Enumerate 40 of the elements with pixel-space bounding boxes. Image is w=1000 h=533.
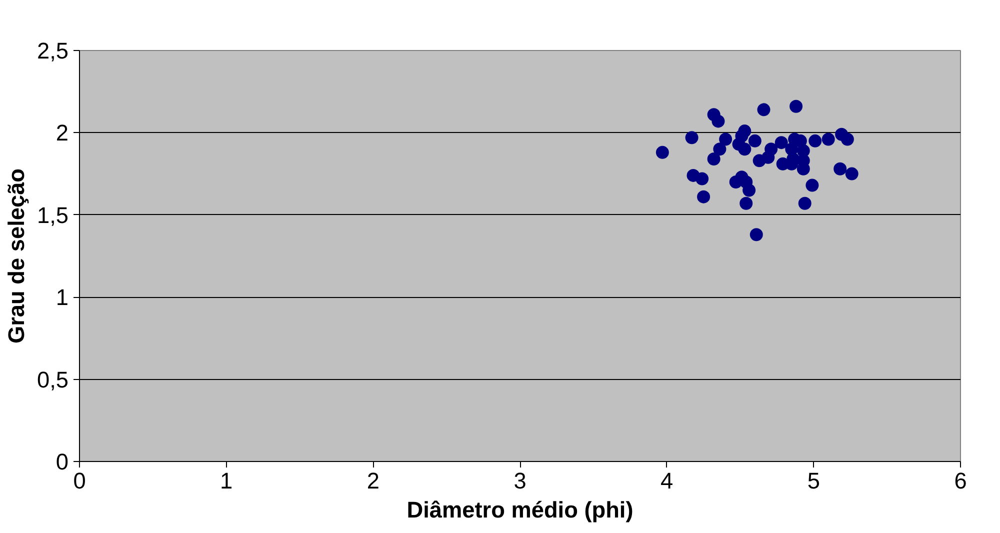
point <box>808 134 822 148</box>
point <box>738 142 752 156</box>
point <box>738 124 752 138</box>
y-tick-label: 0 <box>56 448 69 474</box>
point <box>806 178 819 192</box>
point <box>790 100 803 113</box>
point <box>748 134 762 148</box>
point <box>712 114 725 128</box>
point <box>845 167 858 180</box>
point <box>656 146 669 159</box>
y-tick-label: 1,5 <box>37 202 69 228</box>
x-axis-title: Diâmetro médio (phi) <box>406 496 634 522</box>
point <box>696 172 709 186</box>
x-tick-label: 6 <box>954 468 967 494</box>
point <box>750 228 763 242</box>
point <box>713 142 726 156</box>
x-tick-label: 2 <box>366 468 380 494</box>
point <box>764 142 778 156</box>
x-tick-label: 5 <box>807 468 820 494</box>
y-tick-label: 2,5 <box>37 38 69 64</box>
point <box>840 132 854 146</box>
y-tick-label: 0,5 <box>37 366 69 392</box>
point <box>740 196 753 210</box>
x-tick-label: 4 <box>660 468 674 494</box>
point <box>834 162 847 176</box>
point <box>685 131 698 144</box>
y-tick-label: 1 <box>56 284 69 310</box>
x-tick-label: 1 <box>220 468 233 494</box>
y-tick-label: 2 <box>56 120 69 146</box>
point <box>707 152 720 166</box>
x-tick-label: 3 <box>514 468 526 494</box>
point <box>822 132 835 146</box>
point <box>774 136 788 150</box>
point <box>757 103 770 116</box>
point <box>798 196 812 210</box>
point <box>697 190 710 204</box>
y-axis-title: Grau de seleção <box>3 168 30 344</box>
x-tick-label: 0 <box>73 468 86 494</box>
point <box>719 132 732 146</box>
point <box>742 184 756 197</box>
